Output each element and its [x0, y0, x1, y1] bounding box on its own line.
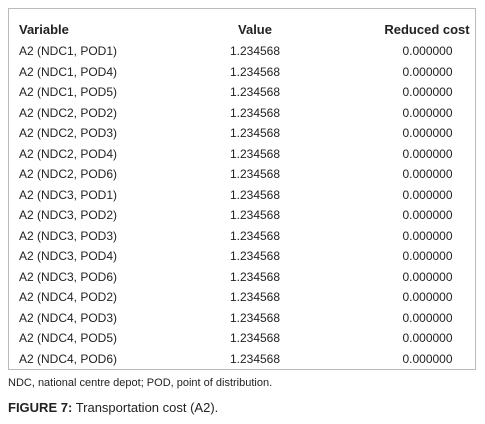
table-cell: A2 (NDC2, POD4) — [19, 146, 118, 161]
table-cell: 0.000000 — [402, 187, 453, 202]
caption-label: FIGURE 7: — [8, 400, 73, 415]
table-row: A2 (NDC4, POD5) 1.234568 0.000000 — [9, 328, 475, 349]
table-row: A2 (NDC3, POD6) 1.234568 0.000000 — [9, 267, 475, 288]
table-cell: 0.000000 — [402, 228, 453, 243]
table-cell: 0.000000 — [402, 146, 453, 161]
column-header: Reduced cost — [384, 21, 470, 37]
table-cell: A2 (NDC4, POD6) — [19, 351, 118, 366]
table-cell: 0.000000 — [402, 290, 453, 305]
table-cell: 1.234568 — [229, 64, 281, 79]
table-cell: 0.000000 — [402, 126, 453, 141]
table-cell: A2 (NDC3, POD6) — [19, 269, 118, 284]
table-cell: 0.000000 — [402, 310, 453, 325]
column-header: Value — [238, 21, 272, 37]
table-cell: 1.234568 — [229, 249, 281, 264]
table-body: A2 (NDC1, POD1) 1.234568 0.000000 A2 (NDC1,… — [9, 41, 475, 369]
table-cell: 0.000000 — [402, 208, 453, 223]
table-cell: 1.234568 — [229, 290, 281, 305]
table-row: A2 (NDC4, POD2) 1.234568 0.000000 — [9, 287, 475, 308]
table-cell: A2 (NDC1, POD5) — [19, 85, 118, 100]
table-row: A2 (NDC2, POD4) 1.234568 0.000000 — [9, 144, 475, 165]
table-cell: 0.000000 — [402, 331, 453, 346]
table-cell: A2 (NDC2, POD2) — [19, 105, 118, 120]
table-cell: 0.000000 — [402, 167, 453, 182]
table-cell: 1.234568 — [229, 310, 281, 325]
table-cell: A2 (NDC4, POD3) — [19, 310, 118, 325]
header-row: Variable Value Reduced cost — [9, 17, 475, 41]
table-cell: 1.234568 — [229, 187, 281, 202]
table-cell: 1.234568 — [229, 228, 281, 243]
footnote: NDC, national centre depot; POD, point o… — [8, 377, 273, 389]
table-cell: 0.000000 — [402, 64, 453, 79]
table-cell: 0.000000 — [402, 269, 453, 284]
table-row: A2 (NDC3, POD4) 1.234568 0.000000 — [9, 246, 475, 267]
table-cell: 1.234568 — [229, 167, 281, 182]
table-row: A2 (NDC2, POD6) 1.234568 0.000000 — [9, 164, 475, 185]
table-cell: A2 (NDC1, POD1) — [19, 44, 118, 59]
caption-text: Transportation cost (A2). — [75, 400, 219, 415]
table-row: A2 (NDC4, POD3) 1.234568 0.000000 — [9, 308, 475, 329]
table-cell: A2 (NDC2, POD3) — [19, 126, 118, 141]
column-header: Variable — [19, 21, 69, 37]
table-row: A2 (NDC3, POD1) 1.234568 0.000000 — [9, 185, 475, 206]
table-frame: Variable Value Reduced cost A2 (NDC1, POD1… — [8, 8, 476, 370]
table-row: A2 (NDC3, POD3) 1.234568 0.000000 — [9, 226, 475, 247]
table-row: A2 (NDC2, POD3) 1.234568 0.000000 — [9, 123, 475, 144]
table-cell: 1.234568 — [229, 269, 281, 284]
table-cell: 0.000000 — [402, 85, 453, 100]
table-row: A2 (NDC1, POD4) 1.234568 0.000000 — [9, 62, 475, 83]
table-cell: A2 (NDC2, POD6) — [19, 167, 118, 182]
table-row: A2 (NDC1, POD1) 1.234568 0.000000 — [9, 41, 475, 62]
table-cell: 0.000000 — [402, 105, 453, 120]
table-cell: 0.000000 — [402, 249, 453, 264]
table-row: A2 (NDC3, POD2) 1.234568 0.000000 — [9, 205, 475, 226]
table-row: A2 (NDC1, POD5) 1.234568 0.000000 — [9, 82, 475, 103]
table-cell: A2 (NDC3, POD4) — [19, 249, 118, 264]
table-cell: 1.234568 — [229, 44, 281, 59]
table-cell: A2 (NDC4, POD2) — [19, 290, 118, 305]
table: Variable Value Reduced cost A2 (NDC1, POD1… — [9, 17, 475, 369]
table-cell: A2 (NDC3, POD1) — [19, 187, 118, 202]
table-cell: A2 (NDC3, POD2) — [19, 208, 118, 223]
table-cell: 1.234568 — [229, 126, 281, 141]
table-cell: 1.234568 — [229, 146, 281, 161]
caption: FIGURE 7: Transportation cost (A2). — [8, 400, 218, 415]
table-cell: 1.234568 — [229, 85, 281, 100]
table-cell: 1.234568 — [229, 105, 281, 120]
table-cell: A2 (NDC1, POD4) — [19, 64, 118, 79]
table-cell: 0.000000 — [402, 44, 453, 59]
table-cell: A2 (NDC3, POD3) — [19, 228, 118, 243]
table-row: A2 (NDC2, POD2) 1.234568 0.000000 — [9, 103, 475, 124]
table-row: A2 (NDC4, POD6) 1.234568 0.000000 — [9, 349, 475, 370]
table-cell: 1.234568 — [229, 351, 281, 366]
table-cell: 1.234568 — [229, 208, 281, 223]
table-cell: 0.000000 — [402, 351, 453, 366]
table-cell: 1.234568 — [229, 331, 281, 346]
table-cell: A2 (NDC4, POD5) — [19, 331, 118, 346]
